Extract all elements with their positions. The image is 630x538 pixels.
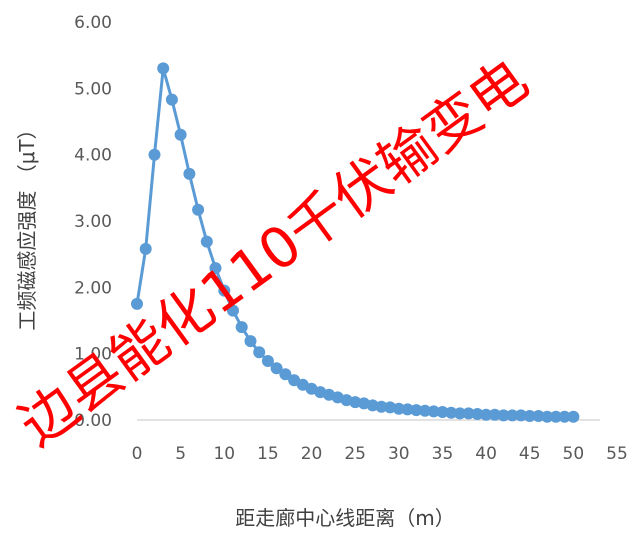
data-point (270, 362, 283, 375)
data-point (515, 409, 527, 422)
x-tick-label: 0 (132, 444, 143, 464)
data-point (253, 346, 266, 359)
x-tick-label: 20 (301, 444, 323, 464)
data-point (471, 408, 484, 420)
x-tick-labels: 0 5 10 15 20 25 30 35 40 45 50 55 (132, 444, 628, 464)
x-tick-label: 15 (257, 444, 279, 464)
data-point (436, 406, 449, 418)
data-point (209, 262, 222, 275)
data-point (480, 408, 493, 421)
x-tick-label: 10 (213, 444, 235, 464)
x-tick-label: 25 (344, 444, 366, 464)
data-point (445, 406, 458, 419)
y-tick-label: 0.00 (74, 411, 112, 431)
x-tick-label: 35 (432, 444, 454, 464)
data-point (523, 410, 536, 422)
x-tick-label: 55 (606, 444, 628, 464)
data-point (139, 242, 152, 255)
data-point (279, 368, 292, 381)
x-tick-label: 45 (519, 444, 541, 464)
data-point (192, 203, 205, 216)
data-point (549, 410, 562, 423)
data-point (165, 93, 178, 106)
data-point (157, 62, 170, 75)
data-point (401, 403, 414, 416)
y-tick-labels: 0.00 1.00 2.00 3.00 4.00 5.00 6.00 (74, 13, 112, 431)
data-point (261, 355, 274, 367)
data-point (462, 407, 475, 420)
y-tick-label: 5.00 (74, 79, 112, 99)
data-point (148, 148, 161, 161)
x-tick-label: 5 (175, 444, 186, 464)
x-tick-label: 40 (475, 444, 497, 464)
x-tick-label: 50 (563, 444, 585, 464)
data-point (488, 408, 501, 421)
data-point (427, 405, 440, 418)
data-point (506, 409, 519, 422)
data-point (235, 321, 248, 334)
data-points (131, 62, 580, 423)
data-point (541, 410, 554, 423)
data-point (558, 410, 571, 423)
y-tick-label: 2.00 (74, 278, 112, 298)
data-point (532, 410, 545, 422)
x-tick-label: 30 (388, 444, 410, 464)
data-point (453, 407, 466, 420)
data-point (375, 400, 388, 413)
watermark-text: 边县能化110千伏输变电 (8, 47, 540, 459)
y-tick-label: 3.00 (74, 212, 112, 232)
y-tick-label: 1.00 (74, 345, 112, 365)
y-tick-label: 4.00 (74, 146, 112, 166)
data-point (567, 410, 580, 423)
data-point (174, 128, 187, 141)
data-point (419, 404, 431, 417)
data-point (218, 284, 231, 297)
data-point (200, 235, 213, 248)
data-point (244, 335, 257, 348)
data-point (410, 404, 423, 417)
data-point (497, 409, 510, 422)
data-point (227, 304, 239, 317)
data-point (131, 297, 143, 310)
data-point (392, 402, 405, 415)
data-point (183, 167, 196, 180)
y-tick-label: 6.00 (74, 13, 112, 33)
y-axis-title: 工频磁感应强度 （μT） (15, 119, 39, 330)
data-point (366, 399, 379, 412)
x-axis-title: 距走廊中心线距离（m） (235, 506, 454, 530)
